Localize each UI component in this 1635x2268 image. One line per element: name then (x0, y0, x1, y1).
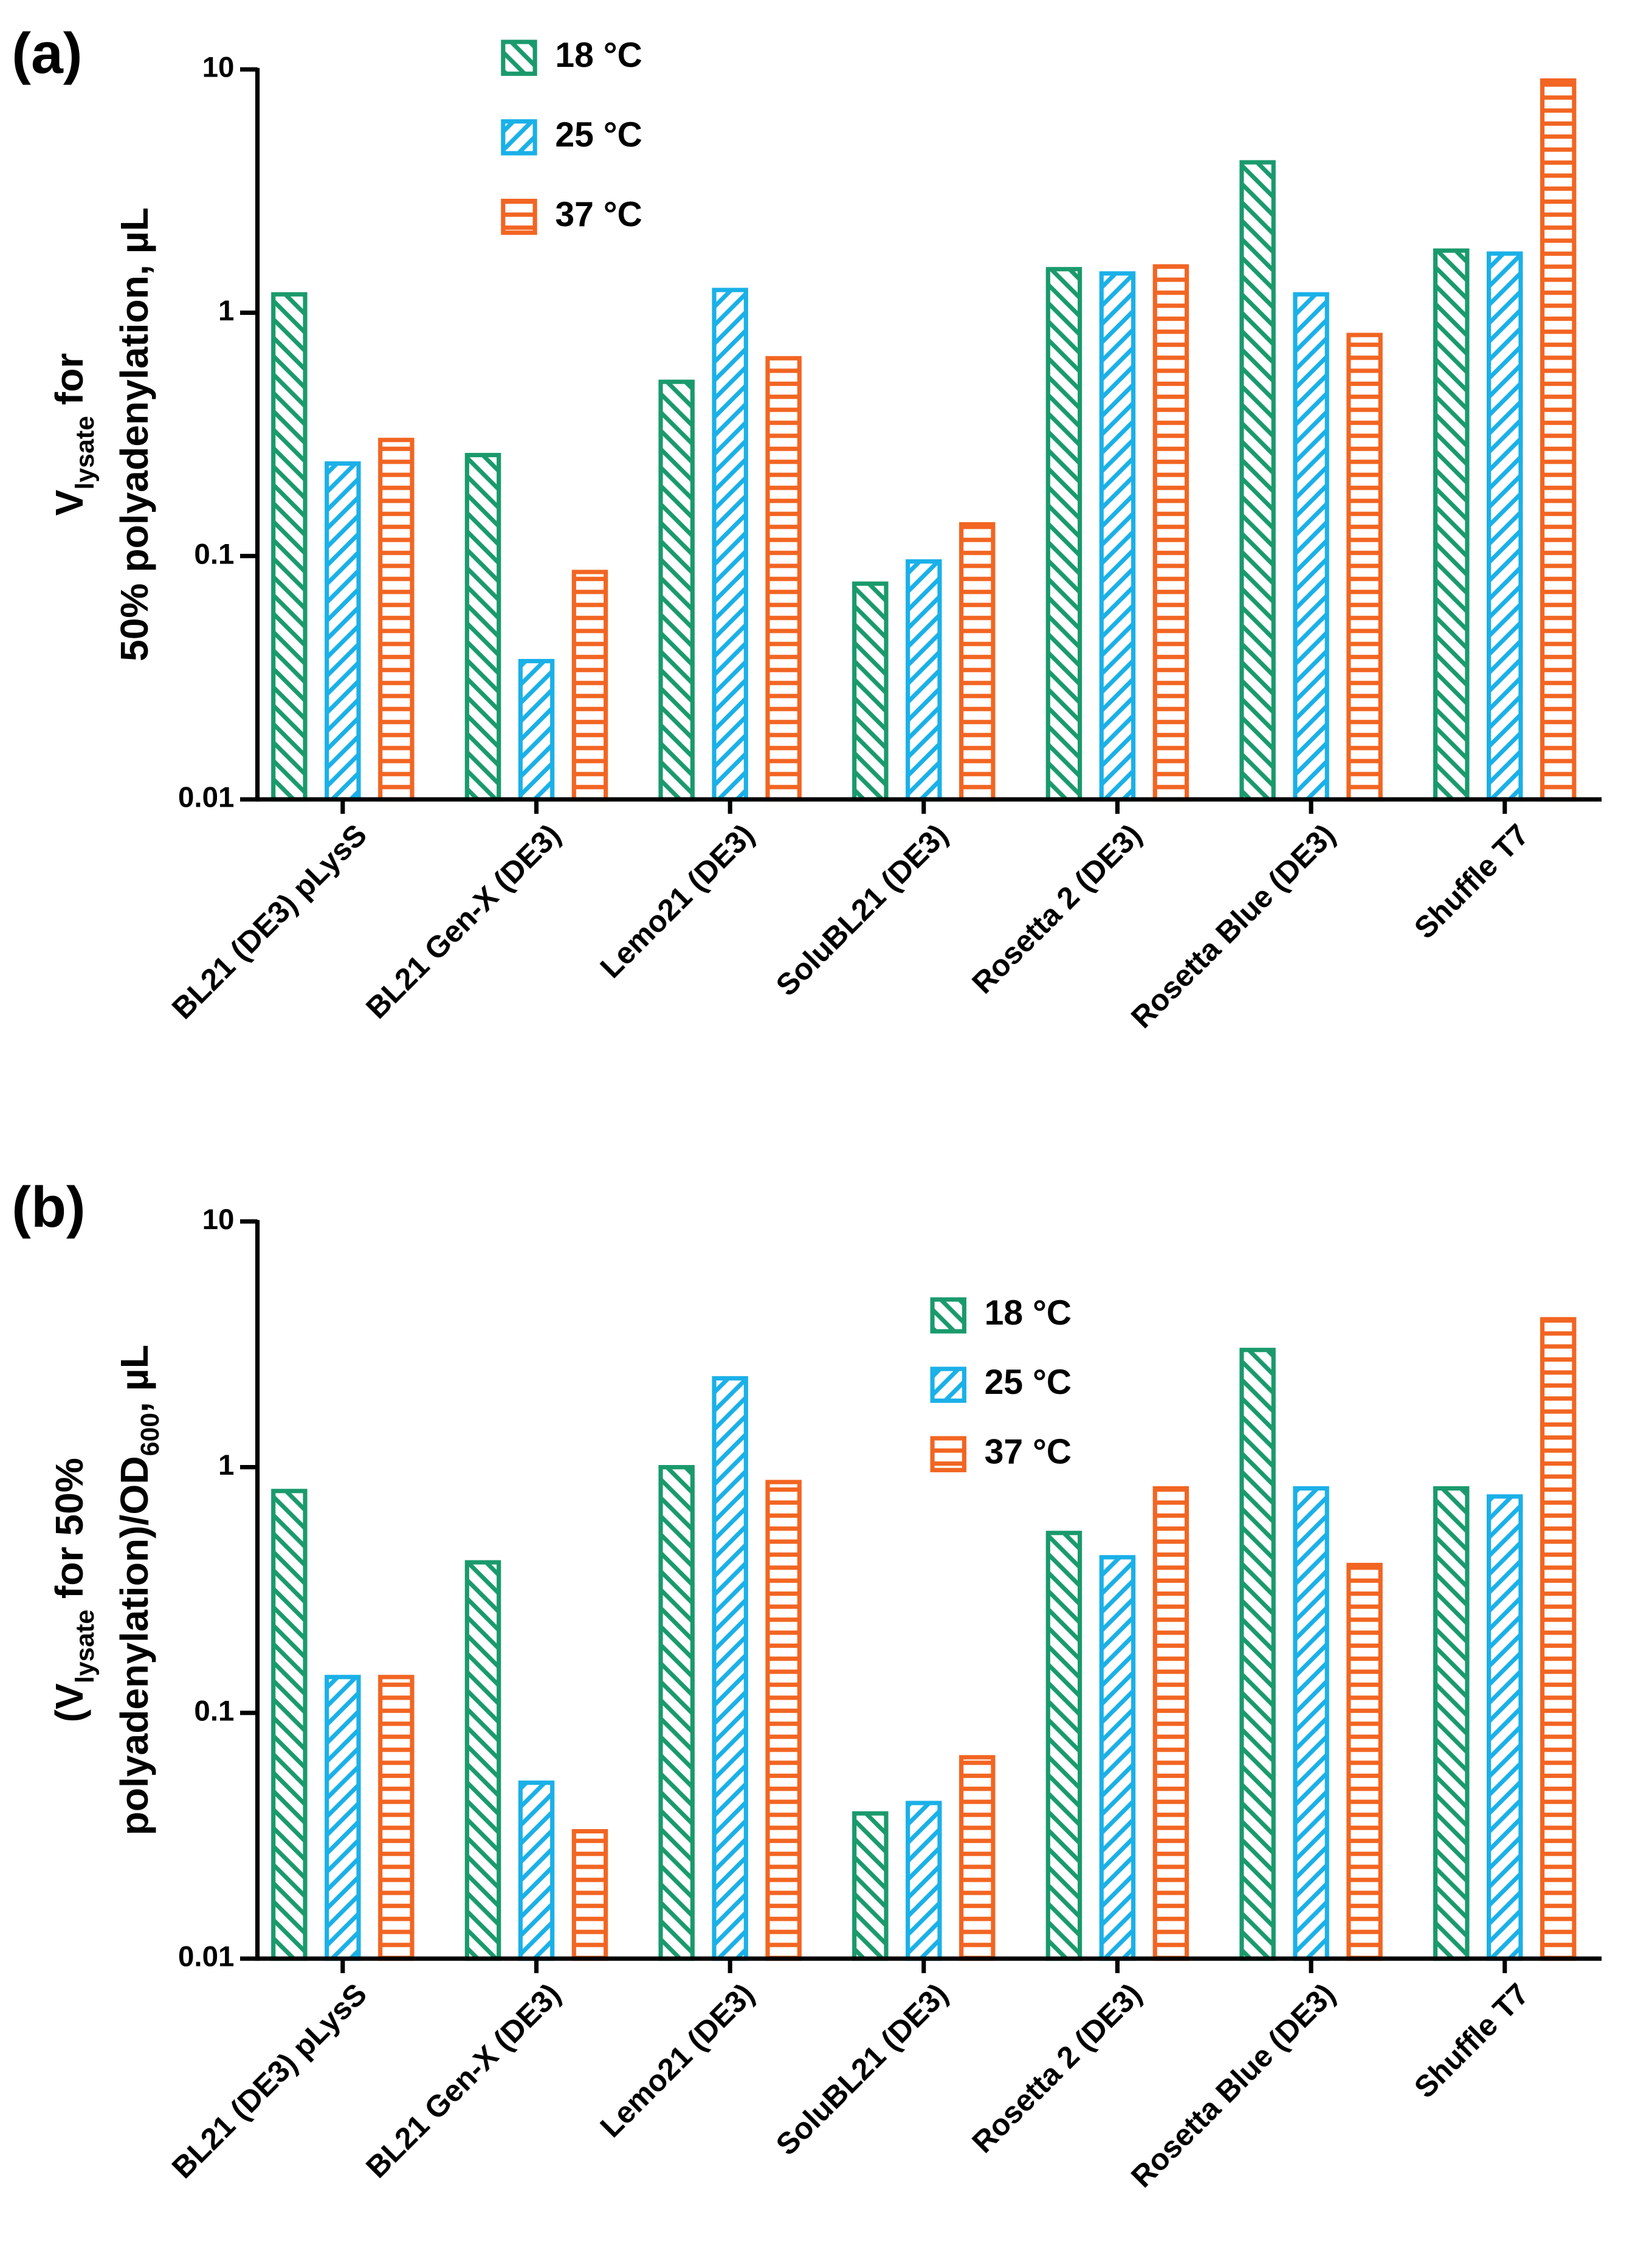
bar (1433, 248, 1470, 802)
bar (906, 559, 942, 802)
bar (1486, 251, 1523, 802)
x-tick-label: Shuffle T7 (1408, 1977, 1535, 2104)
bar (271, 1489, 308, 1961)
y-axis-label-part: lysate (71, 416, 100, 489)
y-axis-label-part: polyadenylation)/OD (112, 1456, 156, 1835)
y-axis-label-part: V (47, 489, 91, 515)
x-tick-label: SoluBL21 (DE3) (769, 1977, 954, 2162)
x-tick-label: Shuffle T7 (1408, 818, 1535, 945)
bar (852, 581, 889, 802)
bar (712, 288, 748, 802)
bar (1152, 1486, 1189, 1961)
legend-swatch (930, 1436, 966, 1472)
bar (518, 658, 555, 802)
y-axis-label: Vlysate for (47, 353, 100, 516)
bar (1045, 1531, 1083, 1961)
bar (1293, 292, 1329, 802)
bar (1540, 1317, 1577, 1961)
bar (1433, 1486, 1470, 1961)
legend-label: 18 °C (985, 1294, 1072, 1332)
y-tick-label: 0.1 (194, 538, 234, 570)
bar (1293, 1486, 1329, 1961)
y-axis-label-part: 600 (136, 1413, 165, 1456)
y-tick-label: 10 (202, 1204, 235, 1236)
x-tick-label: Rosetta Blue (DE3) (1124, 818, 1341, 1035)
legend-label: 25 °C (985, 1363, 1072, 1402)
legend-swatch (501, 119, 537, 156)
y-tick-label: 0.01 (178, 782, 235, 814)
legend-label: 37 °C (985, 1432, 1072, 1471)
legend-label: 37 °C (555, 195, 642, 234)
y-axis-label-part: for 50% (47, 1458, 91, 1610)
y-tick-label: 0.01 (178, 1941, 235, 1973)
bar (325, 461, 361, 802)
x-tick-label: Lemo21 (DE3) (594, 1977, 761, 2144)
y-axis-label: 50% polyadenylation, µL (112, 207, 156, 661)
bar (1239, 1348, 1276, 1961)
x-tick-label: Rosetta 2 (DE3) (965, 818, 1148, 1000)
bar (571, 1829, 608, 1961)
bar (959, 1755, 996, 1961)
y-tick-label: 0.1 (194, 1695, 234, 1727)
panel-label: (b) (12, 1175, 85, 1239)
bar (712, 1376, 748, 1961)
bar (378, 1675, 415, 1961)
x-tick-label: Lemo21 (DE3) (594, 818, 761, 985)
legend-label: 25 °C (555, 115, 642, 154)
bar (271, 292, 308, 802)
bar (378, 438, 415, 802)
x-tick-label: BL21 Gen-X (DE3) (359, 1977, 567, 2185)
x-tick-label: BL21 (DE3) pLysS (165, 818, 373, 1025)
bar (658, 1465, 695, 1961)
y-axis-label-part: lysate (71, 1610, 100, 1683)
bar (765, 1480, 802, 1961)
bar (464, 1560, 501, 1961)
y-axis-label-part: (V (47, 1683, 91, 1722)
legend-swatch (501, 198, 537, 235)
bar (1486, 1494, 1523, 1961)
bar (852, 1811, 889, 1961)
bar (1045, 267, 1083, 802)
panel-label: (a) (12, 21, 82, 86)
bar (1099, 1555, 1136, 1961)
bar (571, 570, 608, 802)
legend-swatch (501, 40, 537, 76)
y-tick-label: 10 (202, 52, 235, 84)
legend-label: 18 °C (555, 36, 642, 75)
bar (959, 522, 996, 802)
bar (518, 1780, 555, 1961)
y-axis-label: (Vlysate for 50% (47, 1458, 100, 1722)
y-axis-label-part: for (47, 353, 91, 416)
bar (765, 356, 802, 802)
y-tick-label: 1 (218, 1449, 234, 1481)
legend-swatch (930, 1297, 966, 1334)
x-tick-label: BL21 (DE3) pLysS (165, 1977, 373, 2185)
bar (1346, 333, 1383, 802)
bar (1099, 271, 1136, 802)
bar (325, 1675, 361, 1961)
bar (1239, 160, 1276, 802)
x-tick-label: Rosetta 2 (DE3) (965, 1977, 1148, 2159)
x-tick-label: SoluBL21 (DE3) (769, 818, 954, 1002)
y-axis-label-part: 50% polyadenylation, µL (112, 207, 156, 661)
y-axis-label: polyadenylation)/OD600, µL (112, 1345, 165, 1835)
bar (1152, 264, 1189, 802)
legend-swatch (930, 1367, 966, 1403)
y-tick-label: 1 (218, 295, 234, 327)
x-tick-label: Rosetta Blue (DE3) (1124, 1977, 1341, 2194)
bar (1540, 78, 1577, 802)
y-axis-label-part: , µL (112, 1345, 156, 1413)
bar (906, 1801, 942, 1961)
bar (658, 379, 695, 802)
x-tick-label: BL21 Gen-X (DE3) (359, 818, 567, 1025)
bar (1346, 1562, 1383, 1961)
bar (464, 453, 501, 802)
